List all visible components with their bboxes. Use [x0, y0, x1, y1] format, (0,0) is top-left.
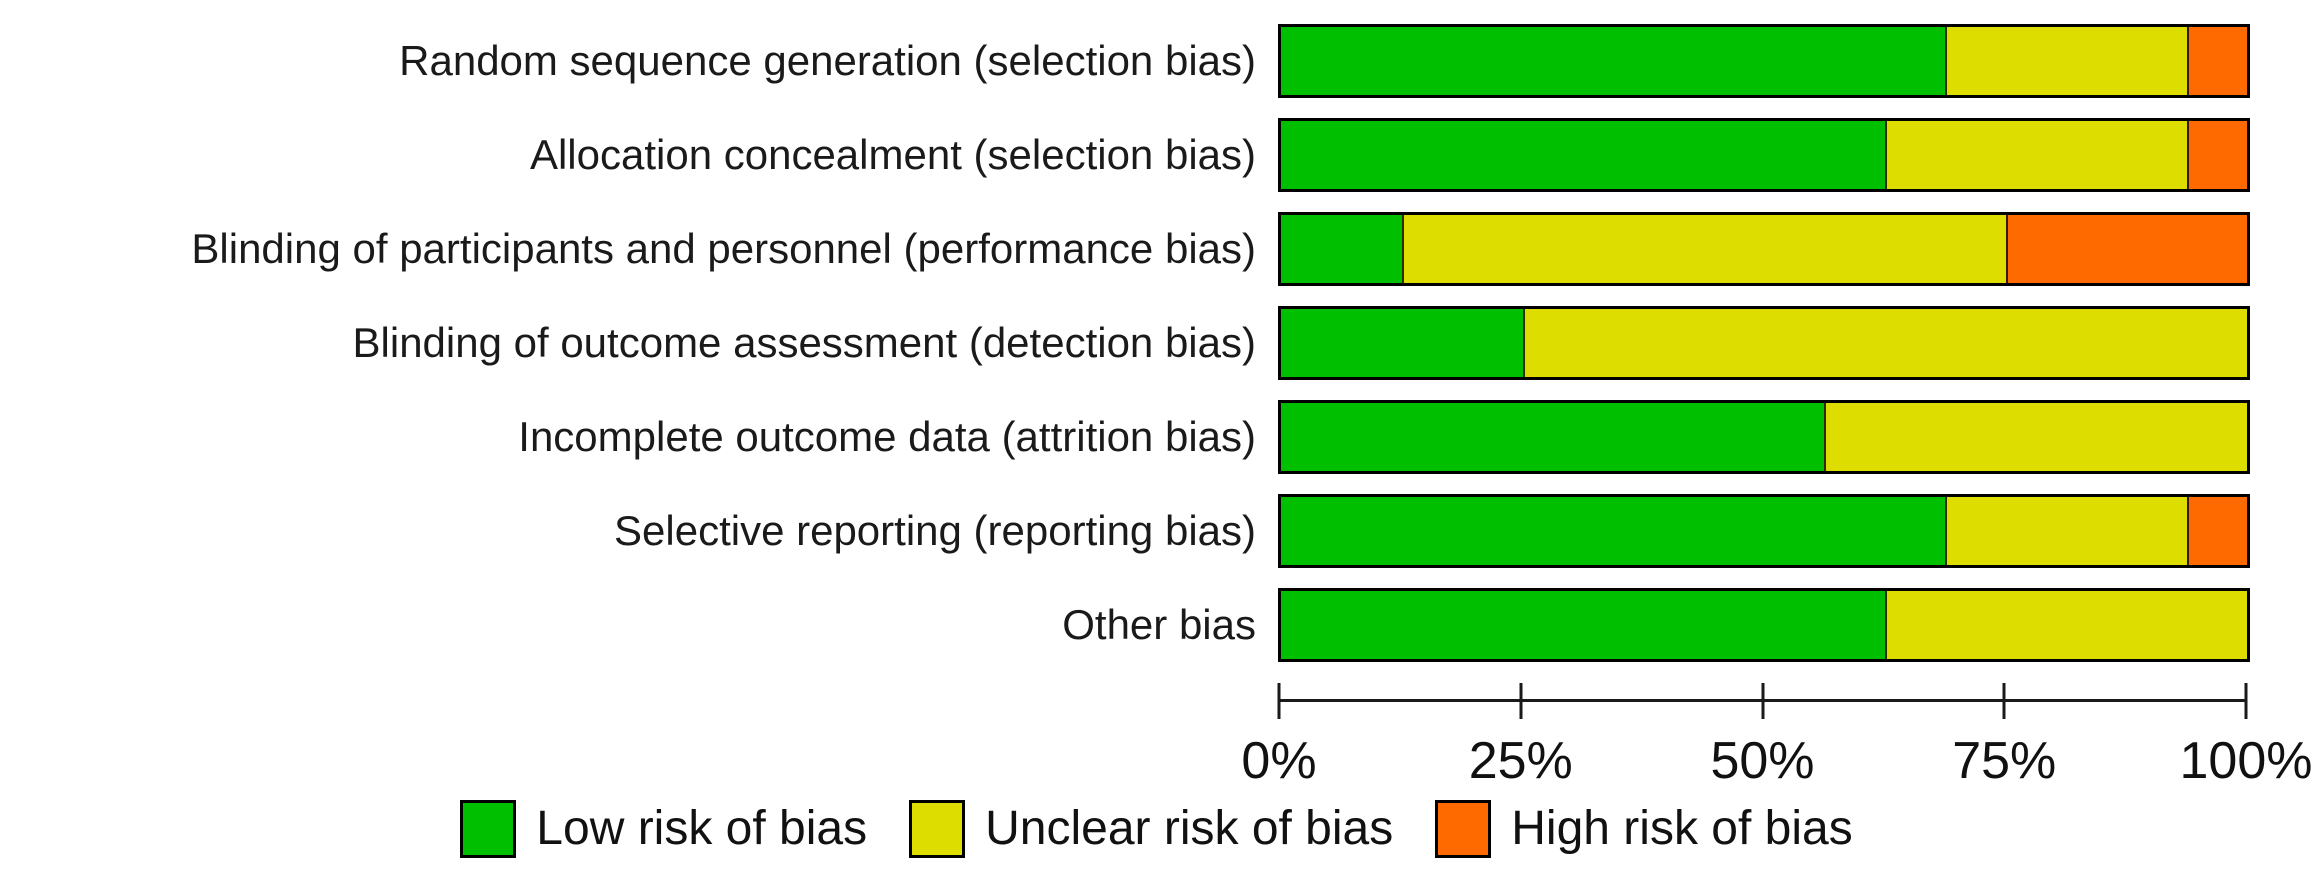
stacked-bar [1278, 494, 2250, 568]
bar-segment-unclear-risk-of-bias [1522, 309, 2247, 377]
stacked-bar [1278, 588, 2250, 662]
bar-segment-unclear-risk-of-bias [1945, 497, 2187, 565]
tick-label: 25% [1468, 732, 1573, 790]
chart-row: Selective reporting (reporting bias) [0, 484, 2313, 578]
chart-row: Incomplete outcome data (attrition bias) [0, 390, 2313, 484]
tick-label: 50% [1710, 732, 1815, 790]
axis-tick [1761, 683, 1764, 719]
legend: Low risk of bias Unclear risk of bias High… [0, 800, 2313, 858]
bar-segment-high-risk-of-bias [2186, 121, 2247, 189]
tick-label: 0% [1241, 732, 1317, 790]
legend-swatch-unclear-risk-of-bias [909, 800, 966, 858]
bar-segment-low-risk-of-bias [1281, 591, 1885, 659]
bar-segment-high-risk-of-bias [2005, 215, 2247, 283]
axis-tick [2002, 683, 2006, 719]
chart-row: Random sequence generation (selection bi… [0, 14, 2313, 108]
row-label: Other bias [1062, 601, 1256, 648]
bar-segment-unclear-risk-of-bias [1401, 215, 2006, 283]
stacked-bar [1278, 212, 2250, 286]
chart-row: Other bias [0, 578, 2313, 672]
bar-segment-low-risk-of-bias [1281, 497, 1946, 565]
bar-segment-unclear-risk-of-bias [1884, 121, 2187, 189]
bar-segment-low-risk-of-bias [1281, 215, 1402, 283]
axis-tick [1277, 683, 1281, 719]
bar-segment-unclear-risk-of-bias [1884, 591, 2247, 659]
x-axis-tick-labels: 0% 25% 50% 75% 100% [1241, 732, 2312, 791]
row-label: Blinding of participants and personnel (… [191, 225, 1256, 272]
x-axis [1277, 683, 2248, 719]
legend-label: High risk of bias [1511, 802, 1853, 855]
row-label: Allocation concealment (selection bias) [529, 131, 1256, 178]
bar-segment-low-risk-of-bias [1281, 309, 1523, 377]
chart-row: Allocation concealment (selection bias) [0, 108, 2313, 202]
row-label: Selective reporting (reporting bias) [614, 507, 1256, 554]
tick-label: 75% [1952, 732, 2057, 790]
bar-segment-low-risk-of-bias [1281, 121, 1885, 189]
chart-rows: Random sequence generation (selection bi… [0, 14, 2313, 672]
legend-label: Low risk of bias [536, 802, 868, 855]
legend-swatch-low-risk-of-bias [460, 800, 517, 858]
bar-segment-low-risk-of-bias [1281, 27, 1946, 95]
stacked-bar [1278, 24, 2250, 98]
axis-tick [2244, 683, 2248, 719]
legend-item-low-risk-of-bias: Low risk of bias [460, 800, 867, 858]
bar-segment-high-risk-of-bias [2186, 27, 2247, 95]
row-label: Random sequence generation (selection bi… [399, 37, 1256, 84]
chart-row: Blinding of participants and personnel (… [0, 202, 2313, 296]
stacked-bar [1278, 118, 2250, 192]
bar-segment-high-risk-of-bias [2186, 497, 2247, 565]
legend-item-high-risk-of-bias: High risk of bias [1435, 800, 1853, 858]
axis-tick [1519, 683, 1523, 719]
bar-segment-unclear-risk-of-bias [1824, 403, 2247, 471]
stacked-bar [1278, 400, 2250, 474]
stacked-bar [1278, 306, 2250, 380]
chart-row: Blinding of outcome assessment (detectio… [0, 296, 2313, 390]
bar-segment-unclear-risk-of-bias [1945, 27, 2187, 95]
legend-swatch-high-risk-of-bias [1435, 800, 1492, 858]
bar-segment-low-risk-of-bias [1281, 403, 1825, 471]
legend-label: Unclear risk of bias [985, 802, 1394, 855]
legend-item-unclear-risk-of-bias: Unclear risk of bias [909, 800, 1393, 858]
row-label: Incomplete outcome data (attrition bias) [518, 413, 1256, 460]
tick-label: 100% [2179, 732, 2313, 790]
row-label: Blinding of outcome assessment (detectio… [352, 319, 1256, 366]
